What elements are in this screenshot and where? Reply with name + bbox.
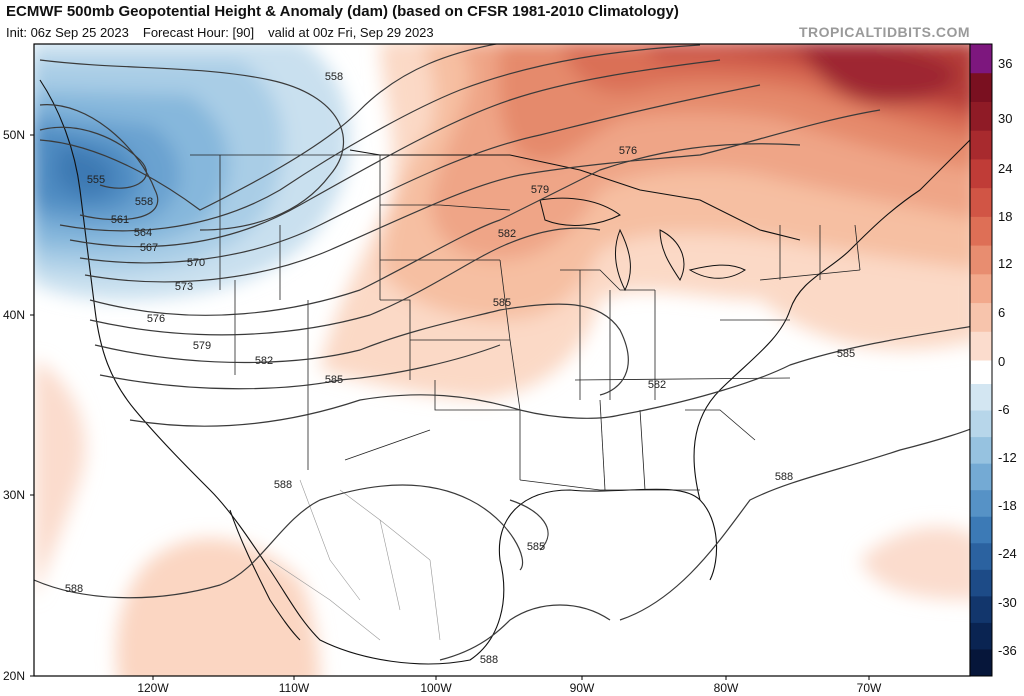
colorbar-segment <box>970 410 992 438</box>
colorbar-segment <box>970 130 992 160</box>
colorbar-tick-label: -12 <box>998 450 1017 465</box>
colorbar-segment <box>970 158 992 189</box>
lon-label: 100W <box>420 681 452 695</box>
latitude-labels: 50N 40N 30N 20N <box>3 128 34 683</box>
contour-label: 588 <box>65 583 83 595</box>
colorbar-segment <box>970 516 992 544</box>
site-watermark: TROPICALTIDBITS.COM <box>798 24 970 40</box>
colorbar-segment <box>970 44 992 74</box>
height-contours <box>34 44 970 661</box>
colorbar-tick-label: 18 <box>998 209 1012 224</box>
colorbar-segment <box>970 302 992 332</box>
contour-label: 585 <box>837 348 855 360</box>
map-subtitle: Init: 06z Sep 25 2023 Forecast Hour: [90]… <box>6 25 434 40</box>
lon-label: 80W <box>714 681 739 695</box>
colorbar-segment <box>970 72 992 102</box>
contour-label: 567 <box>140 242 158 254</box>
colorbar-tick-label: -24 <box>998 546 1017 561</box>
colorbar-segment <box>970 463 992 491</box>
valid-time: valid at 00z Fri, Sep 29 2023 <box>268 25 434 40</box>
colorbar-segment <box>970 273 992 304</box>
colorbar-tick-label: 0 <box>998 354 1005 369</box>
colorbar-segment <box>970 101 992 131</box>
lat-label: 30N <box>3 488 25 502</box>
lat-label: 40N <box>3 308 25 322</box>
colorbar-segment <box>970 331 992 361</box>
colorbar-tick-label: -18 <box>998 498 1017 513</box>
init-time: Init: 06z Sep 25 2023 <box>6 25 129 40</box>
map-title: ECMWF 500mb Geopotential Height & Anomal… <box>6 3 679 20</box>
contour-label: 564 <box>134 227 152 239</box>
contour-label: 585 <box>527 541 545 553</box>
contour-label: 561 <box>111 214 129 226</box>
contour-label: 588 <box>480 654 498 666</box>
colorbar-segment <box>970 622 992 650</box>
lon-label: 120W <box>137 681 169 695</box>
colorbar-segment <box>970 245 992 275</box>
lon-label: 90W <box>570 681 595 695</box>
colorbar-frame <box>969 43 993 677</box>
lat-label: 50N <box>3 128 25 142</box>
lon-label: 110W <box>279 681 310 695</box>
contour-label: 585 <box>325 374 343 386</box>
contour-label: 579 <box>193 340 211 352</box>
colorbar-tick-label: 36 <box>998 56 1012 71</box>
colorbar-segment <box>970 543 992 571</box>
anomaly-shading <box>34 44 970 676</box>
contour-label: 585 <box>493 297 511 309</box>
colorbar-tick-label: 6 <box>998 305 1005 320</box>
forecast-hour: Forecast Hour: [90] <box>142 25 255 40</box>
contour-label: 588 <box>274 479 292 491</box>
mexico-borders <box>269 479 441 641</box>
colorbar-segment <box>970 649 992 677</box>
contour-label: 558 <box>135 196 153 208</box>
colorbar-labels: 36 30 24 18 12 6 0 -6 -12 -18 -24 -30 -3… <box>998 56 1017 658</box>
longitude-labels: 120W 110W 100W 90W 80W 70W <box>137 676 882 695</box>
colorbar-tick-label: 24 <box>998 161 1012 176</box>
colorbar-segment <box>970 384 992 412</box>
colorbar-tick-label: -30 <box>998 595 1017 610</box>
lon-label: 70W <box>857 681 882 695</box>
contour-label: 558 <box>325 71 343 83</box>
colorbar-segment <box>970 569 992 597</box>
colorbar-segment <box>970 437 992 465</box>
contour-label: 582 <box>498 228 516 240</box>
colorbar-segment <box>970 187 992 217</box>
contour-labels: 555 558 558 561 564 567 570 573 576 579 … <box>65 71 855 666</box>
contour-label: 579 <box>531 184 549 196</box>
colorbar-segment <box>970 596 992 624</box>
great-lakes <box>539 197 746 292</box>
contour-label: 576 <box>147 313 165 325</box>
contour-label: 570 <box>187 257 205 269</box>
colorbar-tick-label: 12 <box>998 256 1012 271</box>
lat-label: 20N <box>3 669 25 683</box>
contour-label: 576 <box>619 145 637 157</box>
colorbar-segment <box>970 216 992 246</box>
colorbar-segment <box>970 490 992 518</box>
colorbar-tick-label: -6 <box>998 402 1010 417</box>
contour-label: 582 <box>648 379 666 391</box>
colorbar <box>969 43 993 677</box>
contour-label: 573 <box>175 281 193 293</box>
contour-label: 555 <box>87 174 105 186</box>
contour-label: 582 <box>255 355 273 367</box>
contour-label: 588 <box>775 471 793 483</box>
colorbar-tick-label: 30 <box>998 111 1012 126</box>
map-panel: 555 558 558 561 564 567 570 573 576 579 … <box>34 44 970 676</box>
colorbar-tick-label: -36 <box>998 643 1017 658</box>
